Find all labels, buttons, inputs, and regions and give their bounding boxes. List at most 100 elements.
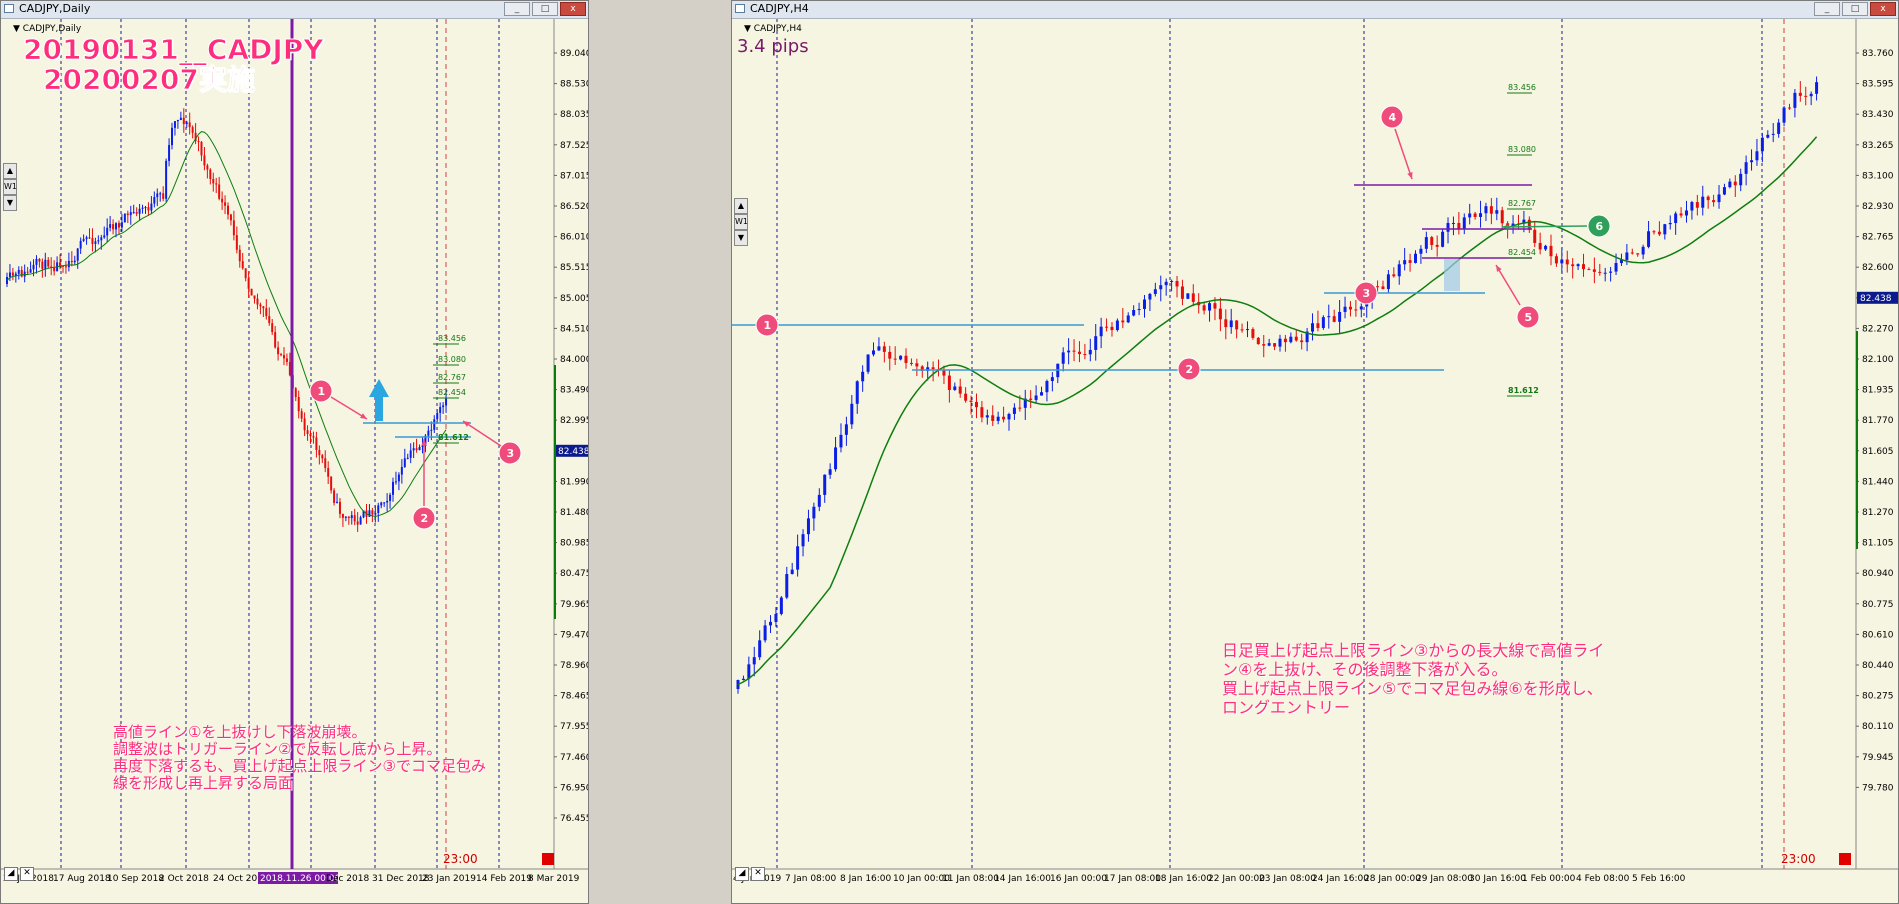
scroll-chart-icon[interactable]: ◢: [735, 867, 749, 881]
candle-body: [1267, 343, 1271, 346]
close-button[interactable]: x: [1870, 2, 1896, 16]
level-label: 82.454: [438, 388, 466, 397]
candle-body: [344, 516, 347, 518]
candle-body: [256, 298, 259, 305]
candle-body: [1663, 224, 1667, 235]
candle-body: [1592, 269, 1596, 272]
right-price-chart[interactable]: 83.760 83.595 83.430 83.265 83.100 82.930 82.7…: [732, 19, 1899, 887]
left-chart-window[interactable]: CADJPY,Daily _ □ x 89.040 88.530 88.035 87.…: [0, 0, 589, 904]
candle-body: [120, 222, 123, 228]
candle-body: [1148, 293, 1152, 300]
candle-body: [926, 367, 930, 371]
right-chart-window[interactable]: CADJPY,H4 _ □ x 83.760 83.595 83.430 83.265…: [731, 0, 1899, 904]
price-label: 87.525: [560, 141, 589, 151]
candle-body: [1175, 280, 1179, 287]
candle-body: [1538, 242, 1542, 250]
price-label: 77.460: [560, 753, 589, 763]
price-label: 78.960: [560, 661, 589, 671]
candle-body: [1045, 381, 1049, 393]
candle-body: [774, 613, 778, 622]
candle-body: [336, 501, 339, 503]
time-label: 31 Dec 2018: [372, 874, 430, 884]
scroll-up-icon[interactable]: ▲: [734, 198, 748, 214]
candle-body: [389, 494, 392, 501]
candle-body: [17, 269, 20, 274]
close-chart-icon[interactable]: ✕: [751, 867, 765, 881]
candle-body: [194, 132, 197, 142]
candle-body: [1511, 223, 1515, 226]
scroll-down-icon[interactable]: ▼: [3, 195, 17, 211]
candle-body: [168, 145, 171, 161]
close-button[interactable]: x: [560, 2, 586, 16]
time-label: 4 Feb 08:00: [1576, 874, 1630, 884]
time-label: 28 Jan 00:00: [1364, 874, 1421, 884]
time-label: 24 Oct 2018: [213, 874, 269, 884]
price-label: 84.510: [560, 324, 589, 334]
candle-body: [1040, 392, 1044, 396]
price-label: 80.940: [1862, 569, 1894, 579]
candle-body: [138, 208, 141, 214]
candle-body: [20, 269, 23, 277]
candle-body: [1414, 253, 1417, 263]
price-label: 84.000: [560, 355, 589, 365]
candle-body: [850, 403, 854, 425]
marker-arrowhead: [1407, 172, 1413, 179]
candle-body: [85, 237, 88, 240]
maximize-button[interactable]: □: [1842, 2, 1868, 16]
candle-body: [834, 447, 838, 470]
candle-body: [1462, 217, 1466, 230]
candle-body: [1273, 343, 1277, 347]
minimize-button[interactable]: _: [504, 2, 530, 16]
time-label: 18 Jan 16:00: [1155, 874, 1212, 884]
price-label: 76.455: [560, 814, 589, 824]
price-label: 77.955: [560, 722, 589, 732]
add-indicator-icon[interactable]: [1839, 853, 1851, 865]
minimize-button[interactable]: _: [1814, 2, 1840, 16]
candle-body: [359, 517, 362, 525]
candle-body: [1815, 82, 1819, 94]
candle-body: [1695, 202, 1699, 208]
candle-body: [1110, 326, 1114, 331]
price-label: 81.935: [1862, 386, 1894, 396]
scroll-down-icon[interactable]: ▼: [734, 230, 748, 246]
candle-body: [1392, 274, 1396, 277]
candle-body: [1105, 326, 1109, 328]
marker-circle: [412, 506, 436, 530]
right-window-title: CADJPY,H4: [750, 2, 809, 15]
scroll-up-icon[interactable]: ▲: [3, 163, 17, 179]
candle-body: [866, 354, 870, 372]
scroll-chart-icon[interactable]: ◢: [4, 867, 18, 881]
timeframe-w1-button[interactable]: W1: [3, 179, 17, 195]
candle-body: [904, 355, 908, 363]
close-chart-icon[interactable]: ✕: [20, 867, 34, 881]
candle-body: [801, 534, 805, 547]
price-label: 76.950: [560, 783, 589, 793]
left-titlebar[interactable]: CADJPY,Daily _ □ x: [1, 1, 588, 19]
price-label: 81.440: [1862, 477, 1894, 487]
add-indicator-icon[interactable]: [542, 853, 554, 865]
candle-body: [1180, 286, 1184, 299]
level-label: 82.767: [1508, 199, 1536, 208]
candle-body: [1159, 285, 1163, 290]
candle-body: [1576, 264, 1580, 267]
marker-arrowhead: [360, 413, 367, 419]
candle-body: [227, 205, 229, 215]
marker-arrow: [1495, 264, 1521, 306]
time-label: 23 Jan 2019: [422, 874, 476, 884]
candle-body: [1674, 213, 1678, 224]
candle-body: [806, 518, 810, 535]
candle-body: [1311, 323, 1315, 332]
price-label: 83.100: [1862, 171, 1894, 181]
marker-circle: [309, 379, 333, 403]
right-titlebar[interactable]: CADJPY,H4 _ □ x: [732, 1, 1898, 19]
candle-body: [442, 405, 445, 408]
timeframe-w1-button[interactable]: W1: [734, 214, 748, 230]
candle-body: [280, 354, 283, 356]
candle-body: [1348, 306, 1352, 310]
candle-body: [318, 449, 321, 456]
candle-body: [297, 397, 300, 412]
maximize-button[interactable]: □: [532, 2, 558, 16]
candle-body: [38, 258, 41, 262]
candle-body: [386, 500, 389, 503]
left-price-chart[interactable]: 89.040 88.530 88.035 87.525 87.015 86.520 86.0…: [1, 19, 589, 887]
